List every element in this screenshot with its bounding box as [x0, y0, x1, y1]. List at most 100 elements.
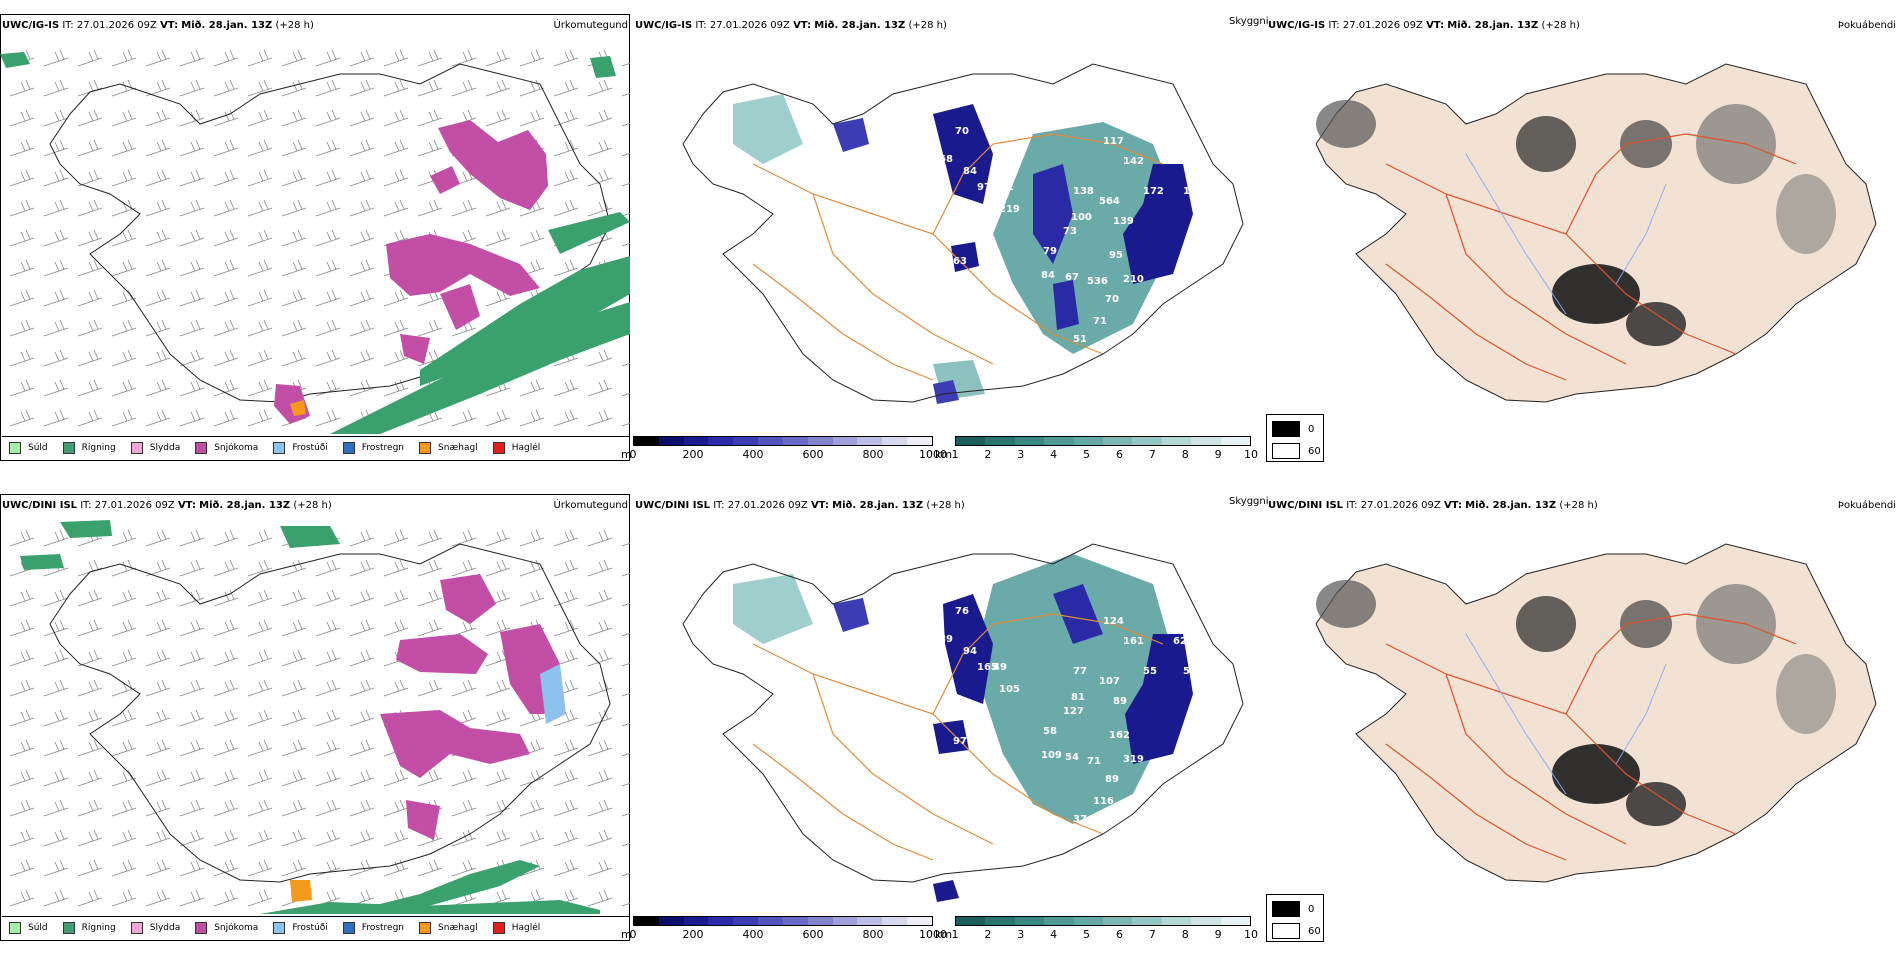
cloud-base-label: 94 [963, 646, 977, 657]
fog-index-panel-igis: UWC/IG-IS IT: 27.01.2026 09Z VT: Mið. 28… [1266, 14, 1898, 479]
wind-barb [9, 889, 35, 907]
wind-barb [485, 619, 511, 637]
wind-barb [145, 559, 171, 577]
colorbar-bin [1073, 917, 1104, 925]
wind-barb [451, 679, 477, 697]
wind-barb [111, 319, 137, 337]
panel-title: Skyggni [1229, 496, 1269, 507]
wind-barb [9, 79, 35, 97]
wind-barb [621, 692, 630, 697]
wind-barb [179, 679, 205, 697]
fog-areas [1316, 580, 1836, 826]
wind-barb [281, 109, 307, 127]
wind-barb [247, 199, 273, 217]
wind-barb [43, 529, 69, 547]
legend-label: Snjókoma [214, 923, 259, 933]
wind-barb [349, 349, 375, 367]
wind-barb [247, 619, 273, 637]
colorbar-bin [708, 917, 734, 925]
wind-barb [519, 409, 545, 427]
wind-barb [485, 679, 511, 697]
wind-barb [77, 889, 103, 907]
fog-legend-label: 60 [1308, 445, 1321, 457]
wind-barb [247, 289, 273, 307]
wind-barb [213, 109, 239, 127]
wind-barb [383, 769, 409, 787]
wind-barb [519, 589, 545, 607]
wind-barb [553, 829, 579, 847]
colorbar-bin [1161, 437, 1192, 445]
wind-barb [621, 752, 630, 757]
wind-barb [145, 649, 171, 667]
wind-barb [383, 679, 409, 697]
wind-barb [9, 379, 35, 397]
legend-item: Frostúði [273, 922, 328, 934]
wind-barb [111, 859, 137, 877]
cloud-base-label: 129 [1183, 186, 1204, 197]
ceiling-colorbar-ticks: 0 200 400 600 800 1000 [630, 928, 948, 942]
vt-value: Mið. 28.jan. 13Z [181, 20, 273, 31]
wind-barb [43, 799, 69, 817]
wind-barb [179, 319, 205, 337]
panel-frame [0, 494, 630, 941]
wind-barb [621, 182, 630, 187]
wind-barb [9, 349, 35, 367]
iceland-outline [682, 543, 1244, 883]
wind-barb [315, 199, 341, 217]
wind-barb [247, 49, 273, 67]
rivers [1465, 633, 1667, 795]
wind-barb [9, 199, 35, 217]
wind-barb [587, 529, 613, 547]
wind-barb [9, 229, 35, 247]
wind-barb [77, 379, 103, 397]
legend-swatch [62, 442, 75, 454]
wind-barb [281, 229, 307, 247]
wind-barb [77, 289, 103, 307]
colorbar-tick-label: 2 [984, 928, 992, 941]
wind-barb [553, 769, 579, 787]
model-name: UWC/IG-IS [1268, 20, 1326, 31]
wind-barb [145, 49, 171, 67]
panel-frame [0, 14, 630, 461]
wind-barb [485, 799, 511, 817]
cloud-base-label: 107 [1099, 676, 1120, 687]
wind-barb [315, 799, 341, 817]
cloud-base-label: 116 [1093, 796, 1114, 807]
wind-barb [349, 379, 375, 397]
legend-swatch [130, 922, 143, 934]
wind-barb [43, 709, 69, 727]
wind-barb [519, 559, 545, 577]
wind-barb [77, 589, 103, 607]
wind-barb [587, 409, 613, 427]
panel-header: UWC/DINI ISL IT: 27.01.2026 09Z VT: Mið.… [635, 500, 965, 511]
visibility-unit: km [935, 448, 953, 461]
wind-barb [247, 319, 273, 337]
wind-barb [349, 859, 375, 877]
iceland-outline [682, 63, 1244, 403]
wind-barb [349, 529, 375, 547]
road-network [1385, 133, 1797, 381]
wind-barb [621, 872, 630, 877]
wind-barb [587, 589, 613, 607]
legend-label: Slydda [149, 443, 181, 453]
wind-barb [43, 199, 69, 217]
colorbar-tick-label: 7 [1148, 448, 1156, 461]
wind-barb [145, 109, 171, 127]
wind-barb [349, 679, 375, 697]
wind-barb [451, 49, 477, 67]
wind-barb [111, 529, 137, 547]
fog-legend-swatch [1272, 421, 1300, 437]
cloud-base-label: 63 [953, 256, 967, 267]
wind-barb [43, 139, 69, 157]
fog-areas [1316, 100, 1836, 346]
wind-barb [315, 739, 341, 757]
wind-barb [315, 649, 341, 667]
legend-swatch [195, 442, 208, 454]
wind-barb [451, 799, 477, 817]
colorbar-tick-label: 0 [629, 448, 637, 461]
cloud-base-label: 142 [1123, 156, 1144, 167]
colorbar-bin [1044, 917, 1074, 925]
wind-barb [485, 409, 511, 427]
wind-barb [383, 619, 409, 637]
wind-barb [43, 619, 69, 637]
